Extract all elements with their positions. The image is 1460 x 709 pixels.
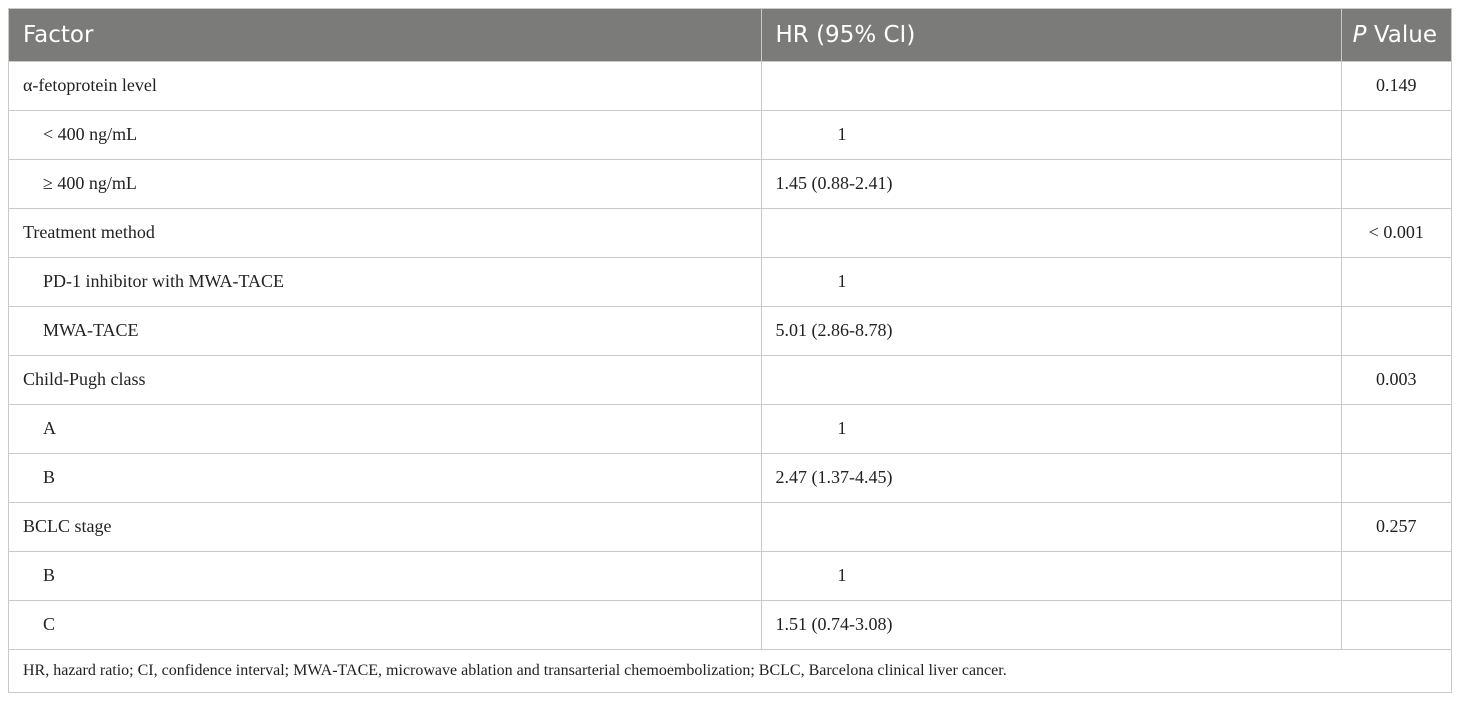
table-row: ≥ 400 ng/mL 1.45 (0.88-2.41) xyxy=(9,158,1451,208)
factor-cell: Child-Pugh class xyxy=(9,354,762,404)
table-row: α-fetoprotein level 0.149 xyxy=(9,60,1451,110)
p-value-cell: 0.003 xyxy=(1341,354,1451,404)
hr-cell xyxy=(761,354,1342,404)
p-value-cell: < 0.001 xyxy=(1341,207,1451,257)
p-value-cell xyxy=(1341,550,1451,600)
header-factor: Factor xyxy=(9,9,762,61)
table-body: α-fetoprotein level 0.149 < 400 ng/mL 1 ≥ 40… xyxy=(9,60,1451,649)
factor-cell: ≥ 400 ng/mL xyxy=(9,158,762,208)
header-p-rest: Value xyxy=(1366,21,1437,48)
p-value-cell xyxy=(1341,256,1451,306)
footnote: HR, hazard ratio; CI, confidence interva… xyxy=(9,648,1451,692)
factor-cell: PD-1 inhibitor with MWA-TACE xyxy=(9,256,762,306)
p-value-cell xyxy=(1341,109,1451,159)
p-value-cell xyxy=(1341,305,1451,355)
p-value-cell xyxy=(1341,452,1451,502)
table-row: B 2.47 (1.37-4.45) xyxy=(9,452,1451,502)
table-row: BCLC stage 0.257 xyxy=(9,501,1451,551)
hr-cell: 1.51 (0.74-3.08) xyxy=(761,599,1342,649)
hr-cell: 5.01 (2.86-8.78) xyxy=(761,305,1342,355)
hr-cell: 1 xyxy=(761,403,1342,453)
factor-cell: < 400 ng/mL xyxy=(9,109,762,159)
factor-cell: α-fetoprotein level xyxy=(9,60,762,110)
factor-cell: B xyxy=(9,550,762,600)
table-header: Factor HR (95% CI) P Value xyxy=(9,9,1451,61)
hr-cell: 1 xyxy=(761,109,1342,159)
table-row: Treatment method < 0.001 xyxy=(9,207,1451,257)
table-row: MWA-TACE 5.01 (2.86-8.78) xyxy=(9,305,1451,355)
hr-cell: 1 xyxy=(761,256,1342,306)
hr-cell: 1 xyxy=(761,550,1342,600)
p-value-cell xyxy=(1341,599,1451,649)
hr-cell xyxy=(761,207,1342,257)
factor-cell: C xyxy=(9,599,762,649)
header-p-italic: P xyxy=(1352,21,1367,48)
table-row: < 400 ng/mL 1 xyxy=(9,109,1451,159)
header-hr: HR (95% CI) xyxy=(761,9,1342,61)
table-footer: HR, hazard ratio; CI, confidence interva… xyxy=(9,648,1451,692)
p-value-cell: 0.257 xyxy=(1341,501,1451,551)
hr-cell: 2.47 (1.37-4.45) xyxy=(761,452,1342,502)
table-row: PD-1 inhibitor with MWA-TACE 1 xyxy=(9,256,1451,306)
hr-cell xyxy=(761,60,1342,110)
factor-cell: MWA-TACE xyxy=(9,305,762,355)
table-row: C 1.51 (0.74-3.08) xyxy=(9,599,1451,649)
factor-cell: B xyxy=(9,452,762,502)
hazard-ratio-table: Factor HR (95% CI) P Value α-fetoprotein… xyxy=(8,8,1452,693)
factor-cell: A xyxy=(9,403,762,453)
p-value-cell xyxy=(1341,403,1451,453)
results-table: Factor HR (95% CI) P Value α-fetoprotein… xyxy=(9,9,1451,692)
factor-cell: BCLC stage xyxy=(9,501,762,551)
hr-cell xyxy=(761,501,1342,551)
p-value-cell xyxy=(1341,158,1451,208)
factor-cell: Treatment method xyxy=(9,207,762,257)
p-value-cell: 0.149 xyxy=(1341,60,1451,110)
table-row: Child-Pugh class 0.003 xyxy=(9,354,1451,404)
header-p-value: P Value xyxy=(1341,9,1451,61)
hr-cell: 1.45 (0.88-2.41) xyxy=(761,158,1342,208)
